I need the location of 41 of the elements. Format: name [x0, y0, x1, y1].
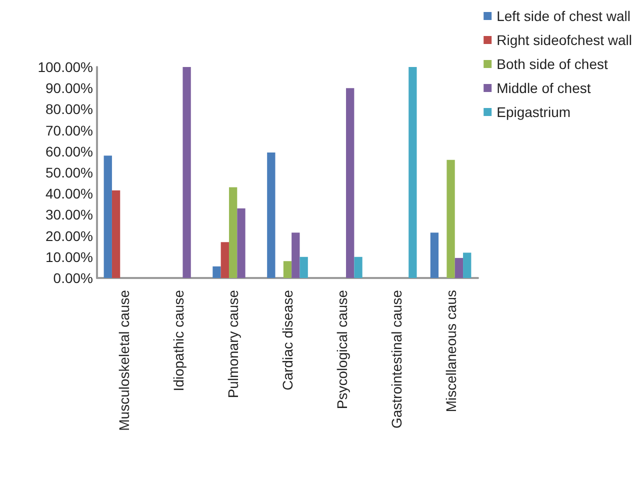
legend-label: Both side of chest [496, 56, 608, 72]
y-tick-label: 90.00% [46, 80, 93, 96]
x-tick-label: Psycological cause [334, 290, 350, 410]
bar [454, 258, 464, 278]
bar [212, 266, 221, 278]
bar [112, 190, 120, 278]
x-tick-label: Gastrointestinal cause [388, 290, 404, 429]
y-tick-label: 50.00% [46, 164, 93, 180]
bar [228, 187, 238, 278]
y-tick-label: 80.00% [46, 101, 93, 118]
y-tick-label: 30.00% [46, 206, 93, 223]
x-tick-label: Cardiac disease [280, 290, 296, 390]
x-tick-label: Pulmonary cause [225, 290, 242, 398]
legend-label: Epigastrium [496, 104, 571, 120]
bar [463, 252, 472, 278]
legend-label: Left side of chest wall [496, 8, 630, 24]
y-tick-label: 100.00% [38, 59, 93, 75]
y-tick-label: 10.00% [46, 248, 93, 265]
bar [292, 232, 300, 278]
x-tick-label: Musculoskeletal cause [116, 290, 132, 431]
bar [430, 232, 439, 278]
x-tick-label: Miscellaneous caus [442, 290, 459, 412]
legend-label: Middle of chest [496, 80, 591, 96]
y-tick-label: 40.00% [46, 186, 93, 202]
bar [354, 256, 362, 278]
y-tick-label: 60.00% [46, 143, 93, 160]
y-tick-label: 0.00% [53, 270, 93, 286]
y-tick-label: 20.00% [46, 228, 93, 244]
bar [408, 67, 417, 278]
legend-label: Right sideofchest wall [496, 32, 632, 48]
bar [237, 208, 246, 278]
bar [220, 242, 229, 278]
bar [300, 256, 308, 278]
y-tick-label: 70.00% [46, 122, 93, 138]
bar [182, 67, 191, 278]
bar [104, 156, 112, 278]
bar [346, 88, 354, 278]
bar [267, 152, 276, 278]
x-tick-label: Idiopathic cause [170, 290, 187, 392]
bar [283, 261, 292, 278]
bar [446, 160, 455, 278]
